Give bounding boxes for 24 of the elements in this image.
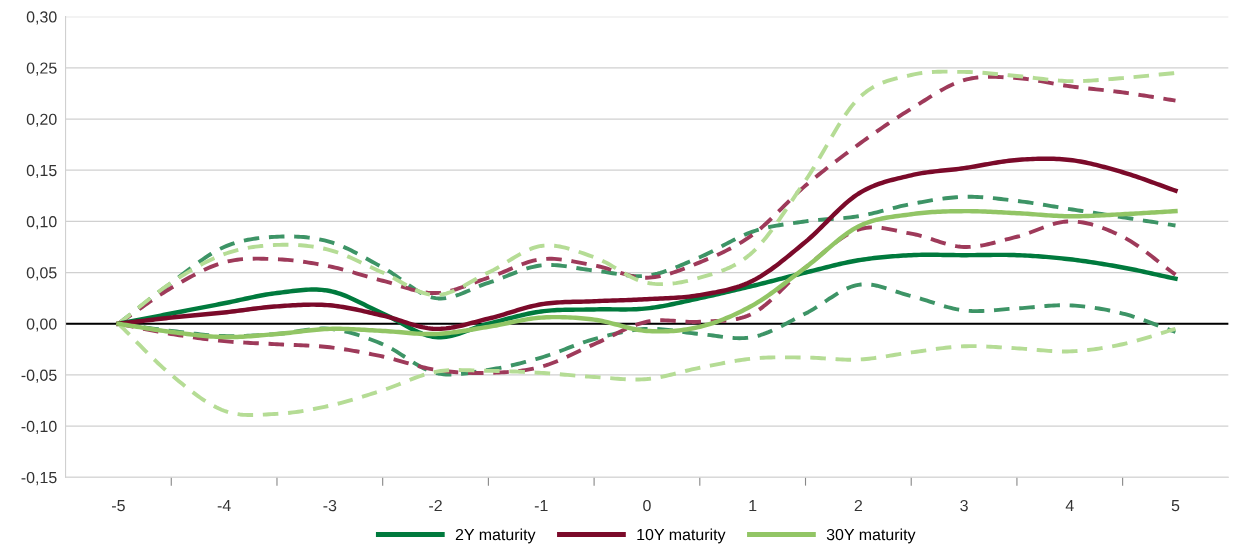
legend-label: 30Y maturity [826,528,916,544]
y-tick-label: 0,20 [26,113,57,127]
y-tick-label: -0,15 [21,471,57,486]
legend-label: 10Y maturity [637,528,726,544]
x-tick-label: -4 [217,500,231,512]
y-tick-label: 0,25 [26,62,57,76]
x-tick-label: -1 [534,500,548,512]
legend-label: 2Y maturity [455,528,536,544]
x-tick-label: 4 [1065,500,1074,512]
y-tick-label: 0,00 [26,318,57,332]
y-tick-label: 0,30 [26,11,57,25]
x-tick-label: 5 [1171,500,1180,512]
x-tick-label: 1 [749,500,757,512]
x-tick-label: 0 [643,499,651,512]
y-tick-label: -0,05 [21,369,57,383]
x-tick-label: -5 [112,500,125,512]
x-tick-label: 3 [960,499,968,512]
y-tick-label: 0,10 [26,216,57,230]
x-tick-label: -3 [323,499,337,512]
x-tick-label: -2 [429,499,442,512]
x-tick-label: 2 [854,499,863,512]
y-tick-label: 0,05 [26,267,57,281]
y-tick-label: -0,10 [21,420,57,434]
y-tick-label: 0,15 [26,164,57,179]
